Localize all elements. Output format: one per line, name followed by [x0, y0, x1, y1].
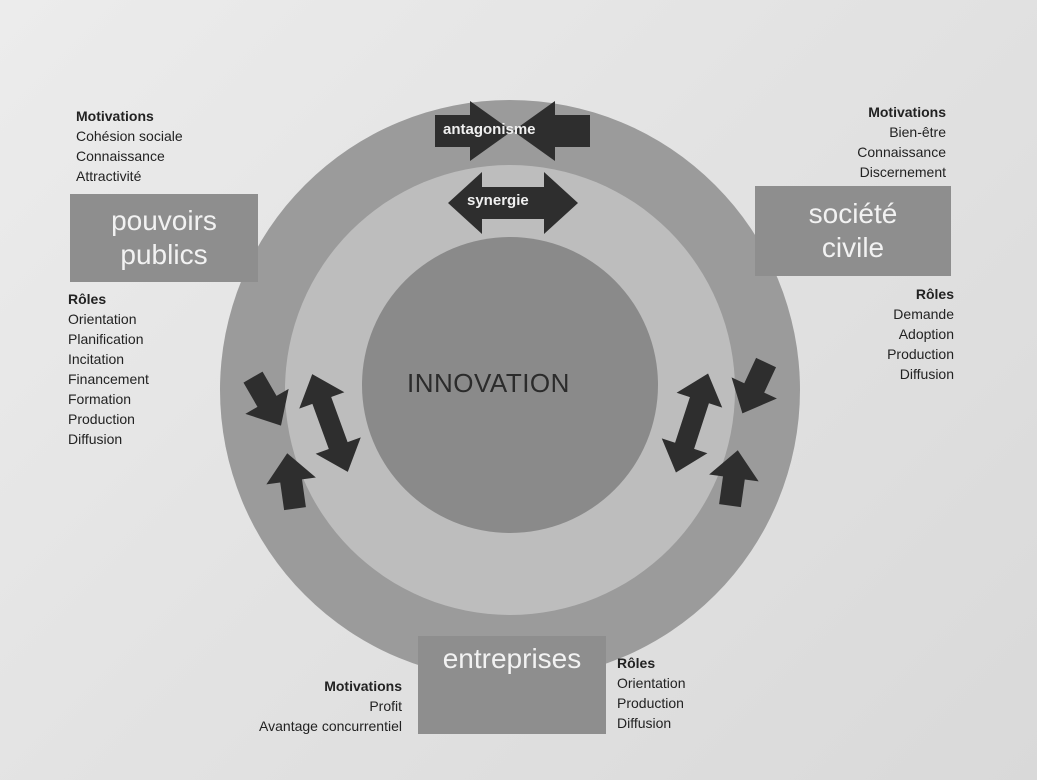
societe-civile-motivations: Motivations Bien-être Connaissance Disce… [800, 102, 946, 182]
motivation-item: Avantage concurrentiel [259, 718, 402, 734]
role-item: Adoption [898, 326, 954, 342]
entreprises-roles: Rôles Orientation Production Diffusion [617, 653, 685, 733]
role-item: Orientation [617, 675, 686, 691]
entreprises-label: entreprises [442, 643, 582, 674]
role-item: Demande [893, 306, 954, 322]
societe-civile-line2: civile [821, 232, 885, 263]
societe-civile-box: société civile [755, 186, 951, 276]
societe-civile-line1: société [808, 198, 898, 229]
role-item: Production [617, 695, 684, 711]
motivations-title: Motivations [76, 108, 154, 124]
left-antagonisme-arrow-top [243, 371, 289, 426]
role-item: Production [887, 346, 954, 362]
motivations-title: Motivations [324, 678, 402, 694]
synergie-arrow [448, 172, 578, 234]
pouvoirs-publics-roles: Rôles Orientation Planification Incitati… [68, 289, 149, 449]
pouvoirs-publics-line2: publics [120, 239, 208, 270]
left-antagonisme-arrow-bottom [266, 453, 316, 511]
pouvoirs-publics-motivations: Motivations Cohésion sociale Connaissanc… [76, 106, 183, 186]
roles-title: Rôles [915, 286, 954, 302]
pouvoirs-publics-box: pouvoirs publics [70, 194, 258, 282]
synergie-label: synergie [467, 192, 529, 209]
entreprises-box: entreprises [418, 636, 606, 734]
role-item: Financement [68, 371, 149, 387]
role-item: Planification [68, 331, 144, 347]
innovation-core [362, 237, 658, 533]
role-item: Diffusion [68, 431, 123, 447]
motivation-item: Connaissance [857, 144, 946, 160]
motivation-item: Bien-être [889, 124, 946, 140]
entreprises-motivations: Motivations Profit Avantage concurrentie… [200, 676, 402, 736]
role-item: Diffusion [617, 715, 672, 731]
antagonisme-label: antagonisme [443, 121, 536, 138]
pouvoirs-publics-line1: pouvoirs [111, 205, 217, 236]
societe-civile-roles: Rôles Demande Adoption Production Diffus… [820, 284, 954, 384]
motivation-item: Cohésion sociale [76, 128, 183, 144]
motivations-title: Motivations [868, 104, 946, 120]
roles-title: Rôles [68, 291, 107, 307]
role-item: Incitation [68, 351, 125, 367]
right-antagonisme-arrow-top [731, 357, 777, 414]
role-item: Formation [68, 391, 132, 407]
right-synergie-arrow [661, 373, 723, 473]
innovation-label: INNOVATION [407, 368, 570, 398]
role-item: Orientation [68, 311, 137, 327]
motivation-item: Attractivité [76, 168, 142, 184]
left-synergie-arrow [299, 374, 361, 472]
motivation-item: Connaissance [76, 148, 165, 164]
motivation-item: Discernement [859, 164, 946, 180]
roles-title: Rôles [617, 655, 656, 671]
antagonisme-arrow-right [513, 101, 590, 161]
role-item: Production [68, 411, 135, 427]
motivation-item: Profit [369, 698, 402, 714]
role-item: Diffusion [899, 366, 954, 382]
antagonisme-arrow-left [435, 101, 512, 161]
right-antagonisme-arrow-bottom [709, 450, 759, 508]
